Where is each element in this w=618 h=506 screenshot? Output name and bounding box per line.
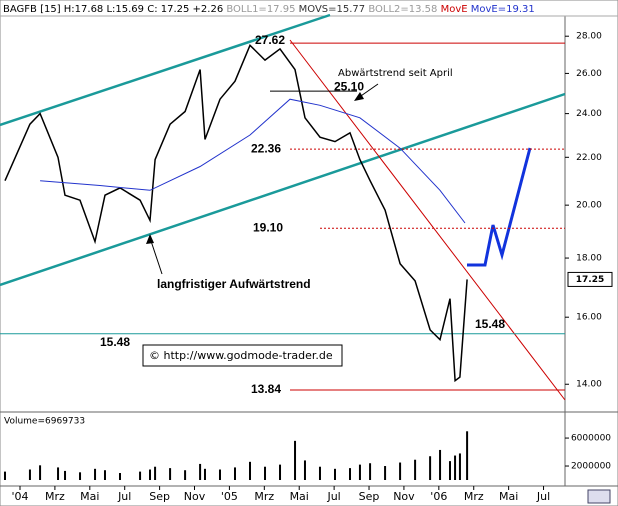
arrow-head [354,92,364,101]
copyright: © http://www.godmode-trader.de [149,349,333,362]
volume-bar [399,462,402,480]
x-tick-label: Mai [290,490,309,503]
x-tick-label: Mrz [254,490,274,503]
x-tick-label: Jul [326,490,340,503]
downtrend-line [289,39,566,401]
y-tick-label: 26.00 [576,69,602,79]
x-tick-label: Nov [393,490,415,503]
volume-bar [466,431,469,480]
y-tick-label: 16.00 [576,313,602,323]
header-item: BOLL1=17.95 [226,4,298,15]
volume-bar [333,468,336,480]
x-tick-label: Sep [149,490,170,503]
price-line [4,43,468,383]
y-tick-label: 14.00 [576,380,602,390]
volume-bar [3,471,6,480]
x-tick-label: Mai [80,490,99,503]
volume-bar [118,473,121,480]
x-tick-label: '05 [221,490,238,503]
volume-bar [39,465,42,480]
volume-bar [349,468,352,480]
volume-bar [358,464,361,480]
volume-bar [303,460,306,480]
volume-bar [149,469,152,480]
volume-bar [203,468,206,480]
volume-bar [279,464,282,480]
level-label: 19.10 [253,220,283,234]
trend-channel [0,92,566,287]
y-tick-label: 22.00 [576,153,602,163]
volume-bar [154,466,157,480]
y-tick-label: 20.00 [576,201,602,211]
header-item: BAGFB [15] H:17.68 L:15.69 C: 17.25 +2.2… [3,4,226,15]
moving-average [40,98,466,224]
last-price: 17.25 [576,275,604,285]
header: BAGFB [15] H:17.68 L:15.69 C: 17.25 +2.2… [3,4,535,15]
level-label: 27.62 [255,33,285,47]
volume-bar [369,463,372,480]
volume-bar [184,470,187,480]
volume-bar [439,449,442,480]
volume-bar [199,463,202,480]
volume-bar [103,470,106,480]
x-tick-label: Mai [499,490,518,503]
volume-bar [233,467,236,480]
annotation: langfristiger Aufwärtstrend [157,277,311,291]
volume-bar [429,456,432,480]
volume-bar [249,461,252,480]
header-item: MovE [441,4,471,15]
x-tick-label: Mrz [45,490,65,503]
volume-bar [458,453,461,480]
x-tick-label: '04 [11,490,28,503]
y-tick-label: 24.00 [576,109,602,119]
trend-channel [0,13,331,127]
x-tick-label: Nov [184,490,206,503]
volume-bar [448,461,451,480]
volume-bar [169,468,172,480]
header-item: MovE=19.31 [471,4,535,15]
x-tick-label: Jul [536,490,550,503]
volume-bar [294,440,297,480]
tool-icon[interactable] [587,489,611,504]
copyright-box [142,344,343,367]
x-tick-label: '06 [430,490,447,503]
volume-bar [64,470,67,480]
level-label: 15.48 [475,317,505,331]
x-tick-label: Jul [117,490,131,503]
x-tick-label: Mrz [464,490,484,503]
y-tick-label: 2000000 [571,462,611,472]
y-tick-label: 6000000 [571,434,611,444]
last-price-box [567,271,613,287]
header-item: BOLL2=13.58 [368,4,440,15]
volume-bar [384,466,387,480]
arrow-head [146,234,154,244]
volume-bar [414,459,417,480]
volume-bar [454,455,457,480]
volume-bar [139,471,142,480]
volume-bar [94,468,97,480]
level-label: 13.84 [251,382,281,396]
level-label: 22.36 [251,141,281,155]
volume-bar [79,472,82,480]
arrow [149,237,163,275]
header-item: MOVS=15.77 [299,4,369,15]
volume-bar [264,466,267,480]
y-tick-label: 18.00 [576,254,602,264]
level-label: 25.10 [334,79,364,93]
volume-label: Volume=6969733 [4,417,85,427]
volume-bar [218,469,221,480]
volume-bar [57,467,60,480]
y-tick-label: 28.00 [576,32,602,42]
forecast-arrow [467,147,532,267]
annotation: Abwärtstrend seit April [338,68,453,79]
volume-bar [28,469,31,480]
x-tick-label: Sep [359,490,380,503]
level-label: 15.48 [100,335,130,349]
volume-bar [318,466,321,480]
